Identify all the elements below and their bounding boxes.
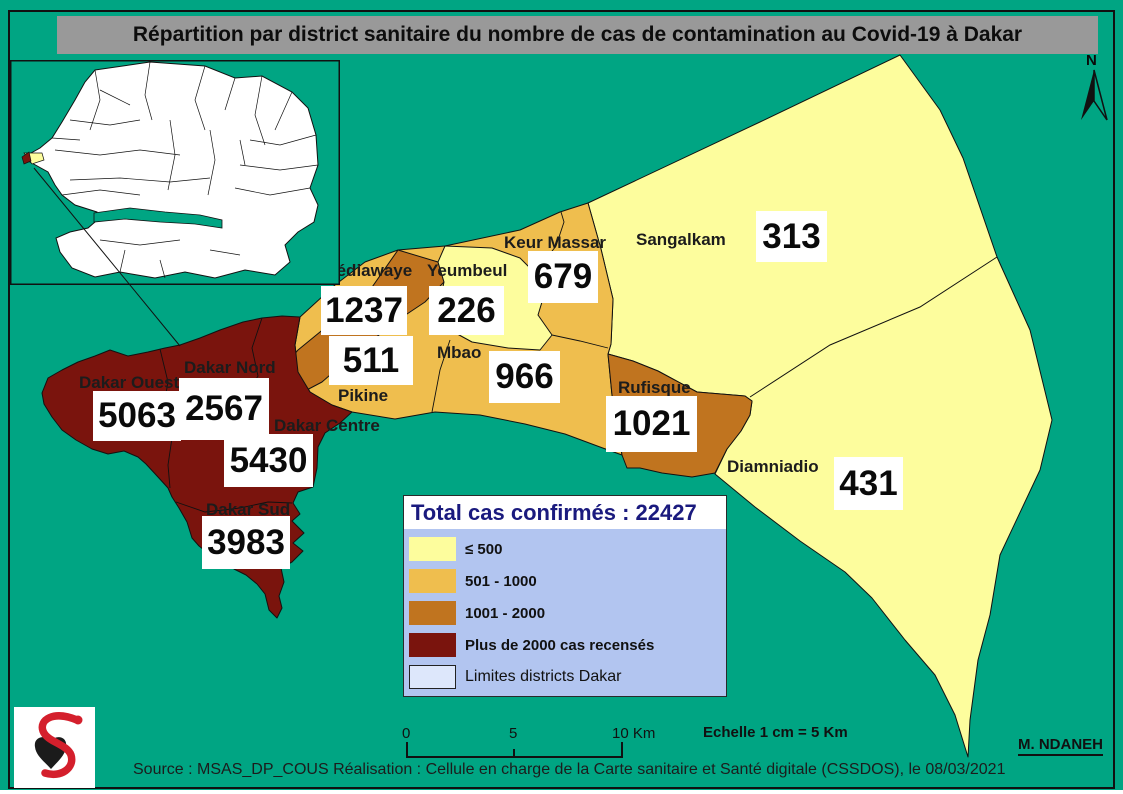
north-arrow-icon-right bbox=[1093, 69, 1108, 121]
label-diamniadio: Diamniadio bbox=[727, 457, 819, 476]
senegal-district-lines bbox=[51, 61, 319, 279]
legend-label: Plus de 2000 cas recensés bbox=[465, 636, 655, 654]
legend-item: Plus de 2000 cas recensés bbox=[409, 633, 726, 657]
label-sangalkam: Sangalkam bbox=[636, 230, 726, 249]
legend-label: Limites districts Dakar bbox=[465, 668, 622, 685]
dakar-highlight-red bbox=[21, 151, 32, 165]
label-pikine: Pikine bbox=[338, 386, 389, 405]
legend-title: Total cas confirmés : 22427 bbox=[404, 496, 726, 529]
legend-label: 1001 - 2000 bbox=[465, 604, 546, 622]
gambia-strip bbox=[93, 207, 223, 229]
scale-bar bbox=[406, 742, 623, 758]
inset-leader-line bbox=[33, 167, 181, 347]
legend-item-limits: Limites districts Dakar bbox=[409, 665, 726, 689]
label-dakar-ouest: Dakar Ouest bbox=[79, 373, 180, 392]
label-rufisque: Rufisque bbox=[618, 378, 691, 397]
health-ministry-logo bbox=[14, 707, 95, 788]
label-mbao: Mbao bbox=[437, 343, 482, 362]
legend-item: 1001 - 2000 bbox=[409, 601, 726, 625]
source-text: Source : MSAS_DP_COUS bbox=[133, 761, 329, 778]
label-dakar-centre: Dakar Centre bbox=[274, 416, 380, 435]
cases-yeumbeul: 226 bbox=[429, 286, 504, 335]
scale-tick-10: 10 Km bbox=[612, 725, 656, 742]
legend-label: 501 - 1000 bbox=[465, 572, 537, 590]
label-keur-massar: Keur Massar bbox=[504, 233, 607, 252]
cases-dakar-ouest: 5063 bbox=[93, 391, 181, 441]
scale-tick-0: 0 bbox=[402, 725, 411, 742]
cases-keur-massar: 679 bbox=[528, 251, 598, 303]
legend-item: ≤ 500 bbox=[409, 537, 726, 561]
legend-swatch-1001-2000 bbox=[409, 601, 456, 625]
legend: Total cas confirmés : 22427 ≤ 500 501 - … bbox=[403, 495, 727, 697]
scale-caption: Echelle 1 cm = 5 Km bbox=[703, 724, 848, 741]
legend-swatch-over-2000 bbox=[409, 633, 456, 657]
cases-guediawaye: 1237 bbox=[321, 286, 407, 335]
label-yeumbeul: Yeumbeul bbox=[427, 261, 508, 280]
senegal-inset-map bbox=[10, 60, 340, 347]
scale-tick-5: 5 bbox=[509, 725, 518, 742]
cases-diamniadio: 431 bbox=[834, 457, 903, 510]
legend-swatch-limits bbox=[409, 665, 456, 689]
legend-item: 501 - 1000 bbox=[409, 569, 726, 593]
cases-pikine: 511 bbox=[329, 336, 413, 385]
cases-dakar-sud: 3983 bbox=[202, 516, 290, 569]
north-arrow-icon bbox=[1081, 70, 1094, 120]
label-dakar-sud: Dakar Sud bbox=[206, 500, 291, 519]
cases-mbao: 966 bbox=[489, 351, 560, 403]
realisation-text: Réalisation : Cellule en charge de la Ca… bbox=[333, 761, 1006, 778]
source-line: Source : MSAS_DP_COUS Réalisation : Cell… bbox=[133, 761, 1005, 779]
cases-dakar-centre: 5430 bbox=[224, 434, 313, 487]
map-frame bbox=[8, 10, 1115, 789]
page-title: Répartition par district sanitaire du no… bbox=[57, 16, 1098, 54]
legend-label: ≤ 500 bbox=[465, 540, 503, 558]
legend-swatch-le-500 bbox=[409, 537, 456, 561]
legend-swatch-501-1000 bbox=[409, 569, 456, 593]
label-dakar-nord: Dakar Nord bbox=[184, 358, 276, 377]
cases-sangalkam: 313 bbox=[756, 211, 827, 262]
cases-rufisque: 1021 bbox=[606, 396, 697, 452]
district-boundary-sangalkam-diamniadio bbox=[749, 256, 998, 398]
cases-dakar-nord: 2567 bbox=[179, 378, 269, 440]
serpent-logo-icon bbox=[34, 711, 82, 778]
author-name: M. NDANEH bbox=[1018, 736, 1103, 756]
north-label: N bbox=[1086, 52, 1097, 69]
